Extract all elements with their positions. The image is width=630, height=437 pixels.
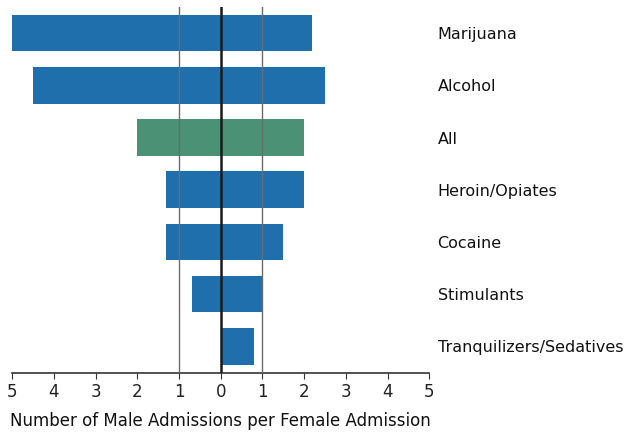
Bar: [166, 171, 304, 208]
Bar: [220, 328, 254, 365]
Bar: [192, 276, 263, 312]
X-axis label: Number of Male Admissions per Female Admission: Number of Male Admissions per Female Adm…: [10, 412, 431, 430]
Bar: [137, 119, 304, 156]
Bar: [166, 224, 284, 260]
Bar: [12, 15, 312, 51]
Bar: [33, 67, 325, 104]
